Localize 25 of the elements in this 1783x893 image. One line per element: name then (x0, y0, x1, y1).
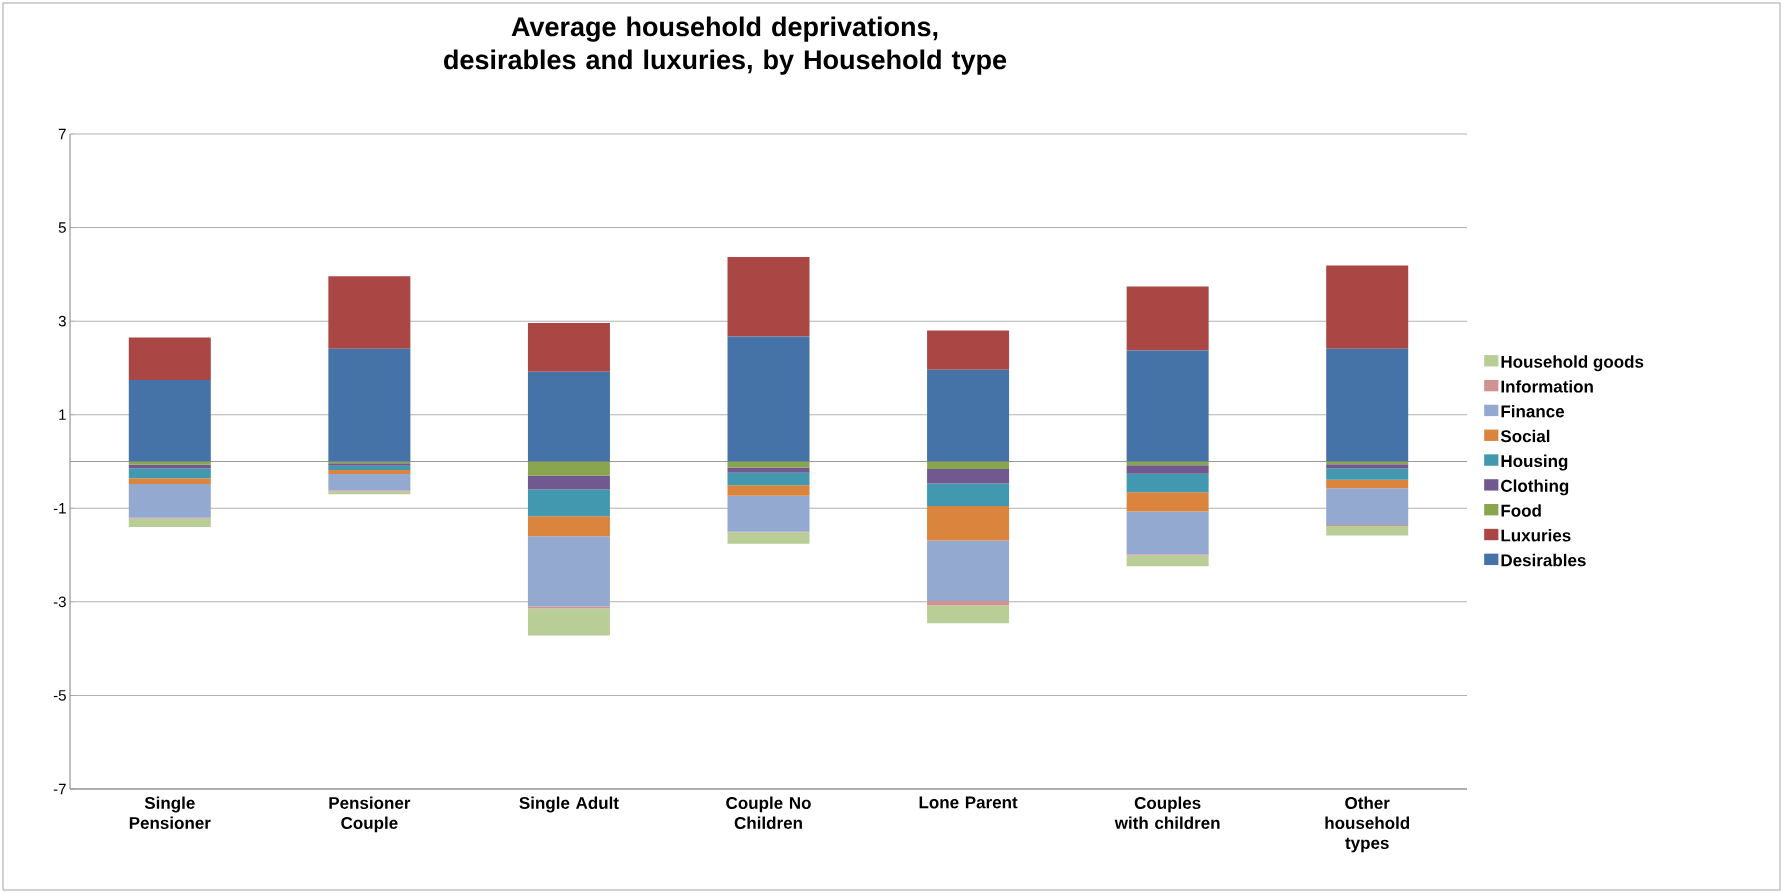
legend-label: Finance (1501, 404, 1565, 418)
y-tick-label: -1 (53, 503, 66, 514)
legend-label: Housing (1501, 454, 1568, 471)
y-tick-label: -7 (53, 783, 66, 795)
y-tick-label: 7 (58, 128, 66, 140)
x-tick-label: Lone Parent (919, 796, 1018, 809)
legend-label: Clothing (1501, 479, 1569, 496)
x-tick-label: Pensioner Couple (329, 796, 411, 833)
y-tick-label: 5 (58, 222, 66, 233)
legend-label: Food (1501, 504, 1541, 517)
x-tick-label: Couples with children (1114, 796, 1220, 830)
y-tick-label: 3 (58, 315, 66, 327)
legend-label: Information (1501, 380, 1593, 393)
y-tick-label: -5 (53, 690, 66, 701)
x-tick-label: Other household types (1325, 796, 1410, 853)
legend-label: Desirables (1501, 553, 1586, 567)
x-tick-label: Couple No Children (726, 796, 811, 830)
legend-label: Social (1500, 429, 1550, 443)
y-tick-label: -3 (53, 596, 66, 608)
y-tick-label: 1 (59, 409, 66, 420)
legend-label: Household goods (1501, 355, 1644, 372)
legend-label: Luxuries (1501, 529, 1571, 542)
chart-title: Average household deprivations, desirables and luxuries, by Household type (444, 16, 1007, 75)
x-tick-label: Single Pensioner (129, 796, 211, 830)
x-tick-label: Single Adult (519, 796, 619, 813)
